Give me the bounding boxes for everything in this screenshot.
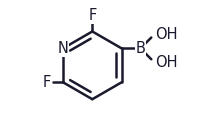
Text: F: F [43, 75, 51, 90]
Text: OH: OH [155, 27, 178, 42]
Text: OH: OH [155, 55, 178, 70]
Text: F: F [88, 8, 96, 23]
Text: B: B [135, 41, 145, 56]
Text: N: N [58, 41, 68, 56]
